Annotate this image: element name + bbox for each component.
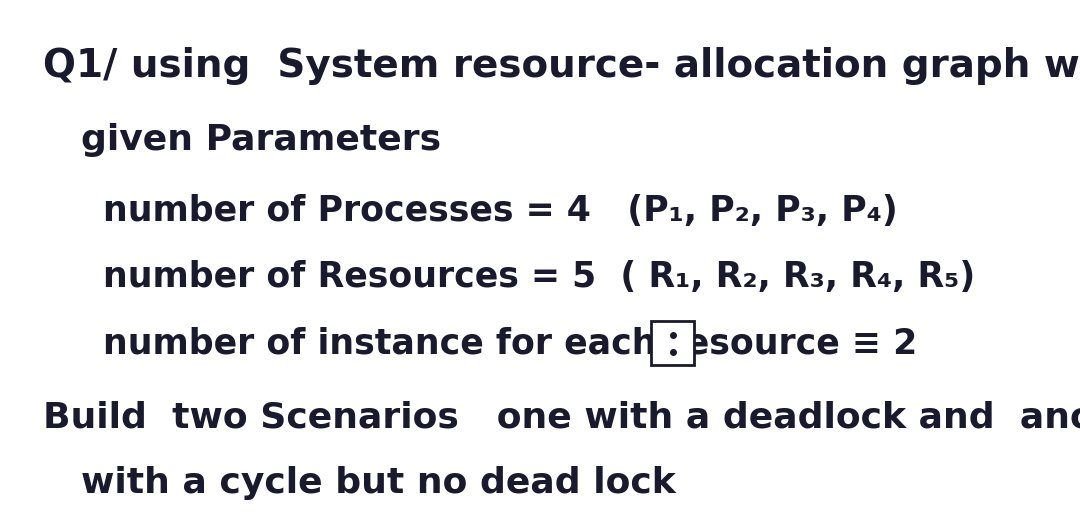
Text: Q1/ using  System resource- allocation graph with: Q1/ using System resource- allocation gr…	[43, 47, 1080, 85]
Text: number of Processes = 4   (P₁, P₂, P₃, P₄): number of Processes = 4 (P₁, P₂, P₃, P₄)	[103, 194, 897, 228]
Text: with a cycle but no dead lock: with a cycle but no dead lock	[81, 466, 676, 500]
Text: number of Resources = 5  ( R₁, R₂, R₃, R₄, R₅): number of Resources = 5 ( R₁, R₂, R₃, R₄…	[103, 260, 975, 294]
Text: Build  two Scenarios   one with a deadlock and  another: Build two Scenarios one with a deadlock …	[43, 400, 1080, 434]
FancyBboxPatch shape	[651, 321, 694, 365]
Text: number of instance for each resource ≡ 2: number of instance for each resource ≡ 2	[103, 326, 917, 360]
Text: given Parameters: given Parameters	[81, 123, 441, 157]
